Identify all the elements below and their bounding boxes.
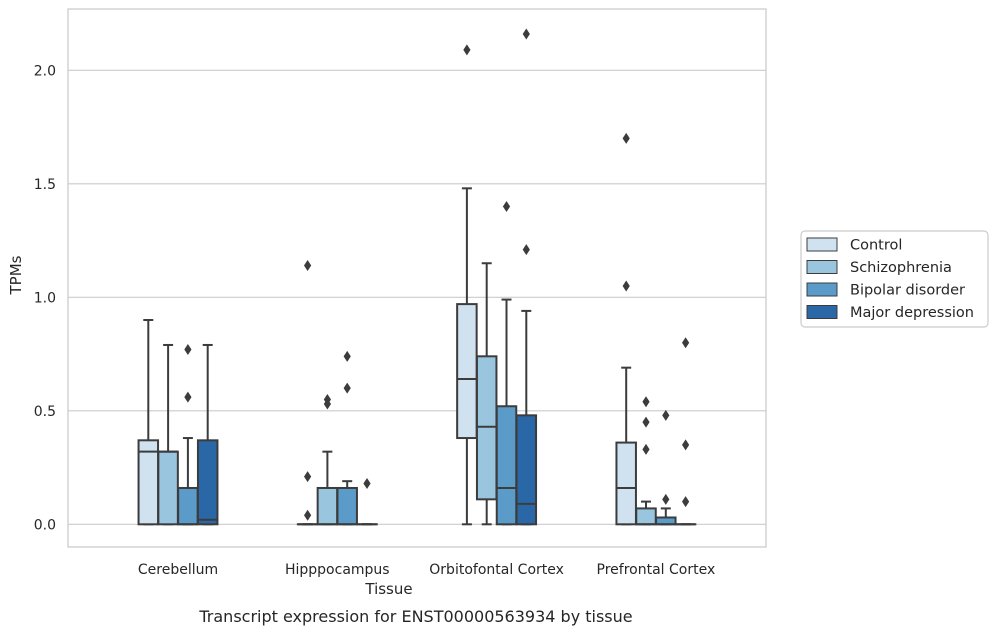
outlier-point xyxy=(522,244,530,256)
box-body xyxy=(615,441,637,526)
box-schizophrenia xyxy=(475,262,498,526)
box-body xyxy=(475,355,498,501)
outlier-point xyxy=(343,382,351,394)
x-tick-label: Hipppocampus xyxy=(285,562,390,578)
box-bipolar-disorder xyxy=(177,344,199,526)
outlier-point xyxy=(622,132,630,144)
box-body xyxy=(336,486,358,526)
box-body xyxy=(655,516,677,526)
box-body xyxy=(635,507,657,526)
box-body xyxy=(137,439,160,526)
outlier-point xyxy=(304,471,312,483)
outlier-point xyxy=(642,416,650,428)
y-tick-label: 2.0 xyxy=(34,63,56,79)
outlier-point xyxy=(682,496,690,508)
outlier-point xyxy=(642,396,650,408)
y-tick-label: 1.5 xyxy=(34,177,56,193)
outlier-point xyxy=(463,44,471,56)
box-schizophrenia xyxy=(157,343,179,526)
box-body xyxy=(316,486,339,526)
x-tick-label: Prefrontal Cortex xyxy=(597,562,716,578)
outlier-point xyxy=(682,337,690,349)
outlier-point xyxy=(662,409,670,421)
y-tick-label: 0.5 xyxy=(34,404,56,420)
box-major-depression xyxy=(515,28,538,526)
outlier-point xyxy=(184,344,192,356)
box-control xyxy=(615,132,637,526)
legend-label: Control xyxy=(850,238,902,254)
box-control xyxy=(296,260,319,526)
outlier-point xyxy=(622,280,630,292)
box-bipolar-disorder xyxy=(336,350,358,526)
legend: Control Schizophrenia Bipolar disorder Majo… xyxy=(800,230,989,328)
legend-frame xyxy=(800,230,989,328)
box-body xyxy=(495,405,518,526)
outlier-point xyxy=(304,260,312,272)
box-major-depression xyxy=(196,343,219,526)
box-bipolar-disorder xyxy=(655,409,677,526)
legend-swatch xyxy=(806,305,838,319)
legend-label: Major depression xyxy=(850,305,974,321)
outlier-point xyxy=(522,28,530,40)
legend-swatch xyxy=(806,237,838,252)
x-axis-label: Tissue xyxy=(364,580,412,598)
box-body xyxy=(515,414,538,526)
x-tick-label: Orbitofontal Cortex xyxy=(429,562,564,578)
outlier-point xyxy=(343,350,351,362)
outlier-point xyxy=(363,477,371,489)
box-schizophrenia xyxy=(635,396,657,526)
legend-label: Bipolar disorder xyxy=(850,283,965,299)
outlier-point xyxy=(662,493,670,505)
legend-label: Schizophrenia xyxy=(850,260,952,276)
outlier-point xyxy=(304,509,312,521)
outlier-point xyxy=(502,200,511,212)
box-control xyxy=(456,44,478,526)
box-body xyxy=(196,439,219,526)
outlier-point xyxy=(682,439,690,451)
box-schizophrenia xyxy=(316,393,339,526)
outlier-point xyxy=(642,443,650,455)
legend-swatch xyxy=(806,282,838,297)
x-tick-label: Cerebellum xyxy=(138,562,218,578)
box-body xyxy=(177,486,199,526)
legend-swatch xyxy=(806,260,838,274)
y-tick-label: 0.0 xyxy=(34,517,56,533)
box-major-depression xyxy=(356,477,378,526)
box-bipolar-disorder xyxy=(495,200,518,526)
outlier-point xyxy=(323,393,331,405)
x-axis-ticks: Cerebellum Hipppocampus Orbitofontal Corte… xyxy=(138,562,715,578)
chart-caption: Transcript expression for ENST0000056393… xyxy=(198,607,632,626)
y-axis-label: TPMs xyxy=(7,255,25,295)
box-major-depression xyxy=(674,337,697,526)
box-body xyxy=(157,450,179,526)
box-groups xyxy=(137,28,697,526)
box-body xyxy=(456,303,478,440)
box-control xyxy=(137,318,160,526)
y-tick-label: 1.0 xyxy=(34,290,56,306)
outlier-point xyxy=(184,391,192,403)
y-axis-ticks: 0.0 0.5 1.0 1.5 2.0 xyxy=(34,63,56,533)
plot-area-frame xyxy=(67,8,767,548)
